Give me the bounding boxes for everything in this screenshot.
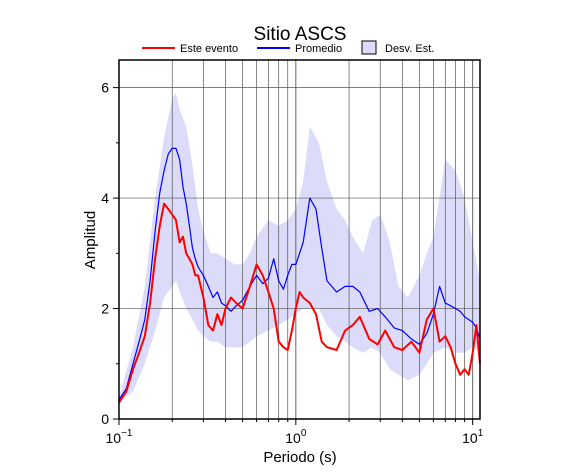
legend-swatch-desv-est xyxy=(361,40,377,55)
plot-frame xyxy=(118,59,481,420)
chart-title: Sitio ASCS xyxy=(254,24,347,45)
y-tick-label: 0 xyxy=(101,411,109,427)
series-line-promedio xyxy=(118,147,481,401)
y-tick-label: 2 xyxy=(101,301,109,317)
legend-label-desv-est: Desv. Est. xyxy=(385,43,434,55)
grid-layer xyxy=(119,60,480,419)
legend-label-este-evento: Este evento xyxy=(180,43,238,55)
series-layer xyxy=(118,147,481,403)
x-axis-label: Periodo (s) xyxy=(263,449,336,466)
x-tick-label: 101 xyxy=(462,428,484,446)
tick-layer: 0 2 4 6 10−1 100 101 xyxy=(101,80,483,446)
y-tick-label: 6 xyxy=(101,80,109,96)
y-axis-label: Amplitud xyxy=(82,211,99,269)
y-tick-label: 4 xyxy=(101,190,109,206)
x-tick-label: 10−1 xyxy=(106,428,133,446)
legend-label-promedio: Promedio xyxy=(295,43,342,55)
legend: Este evento Promedio Desv. Est. xyxy=(142,40,434,55)
x-tick-label: 100 xyxy=(285,428,307,446)
series-line-este-evento xyxy=(118,202,481,403)
